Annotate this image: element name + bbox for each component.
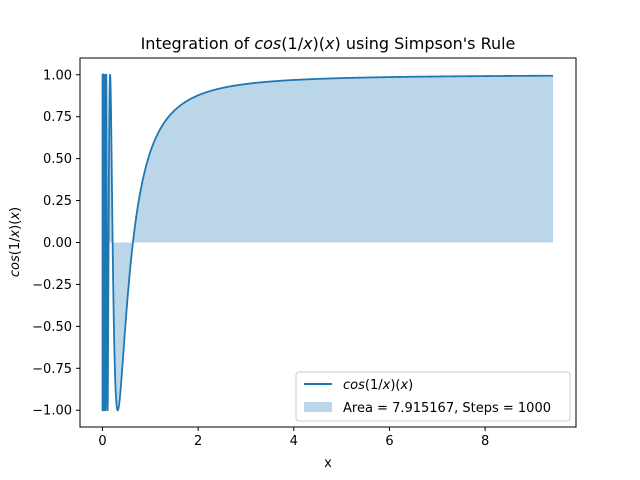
legend-entry-area: Area = 7.915167, Steps = 1000 bbox=[343, 401, 551, 416]
y-tick-label: 1.00 bbox=[43, 68, 72, 83]
chart-title: Integration of cos(1/x)(x) using Simpson… bbox=[141, 34, 516, 53]
y-tick-label: 0.50 bbox=[43, 152, 72, 167]
x-tick-label: 8 bbox=[481, 434, 489, 449]
function-line bbox=[101, 73, 554, 412]
area-under-curve bbox=[102, 74, 554, 411]
y-tick-label: −1.00 bbox=[32, 404, 72, 419]
x-tick-label: 4 bbox=[290, 434, 298, 449]
y-tick-label: 0.00 bbox=[43, 236, 72, 251]
x-axis-ticks: 0 2 4 6 8 bbox=[98, 427, 489, 449]
x-tick-label: 2 bbox=[194, 434, 202, 449]
function-line-layer bbox=[101, 73, 554, 412]
area-fill-layer bbox=[102, 74, 554, 411]
x-axis-label: x bbox=[324, 456, 332, 471]
legend-box bbox=[295, 371, 571, 422]
legend: cos(1/x)(x) Area = 7.915167, Steps = 100… bbox=[295, 371, 571, 422]
legend-entry-line: cos(1/x)(x) bbox=[343, 378, 413, 393]
y-axis-ticks: −1.00 −0.75 −0.50 −0.25 0.00 0.25 0.50 0.75 1.00 bbox=[32, 68, 80, 419]
y-axis-label: cos(1/x)(x) bbox=[8, 207, 23, 277]
y-tick-label: −0.50 bbox=[32, 320, 72, 335]
legend-area-swatch bbox=[304, 402, 332, 412]
y-tick-label: −0.75 bbox=[32, 362, 72, 377]
x-tick-label: 0 bbox=[98, 434, 106, 449]
y-tick-label: 0.75 bbox=[43, 110, 72, 125]
plot-area bbox=[101, 73, 554, 412]
y-tick-label: 0.25 bbox=[43, 194, 72, 209]
y-tick-label: −0.25 bbox=[32, 278, 72, 293]
x-tick-label: 6 bbox=[385, 434, 393, 449]
